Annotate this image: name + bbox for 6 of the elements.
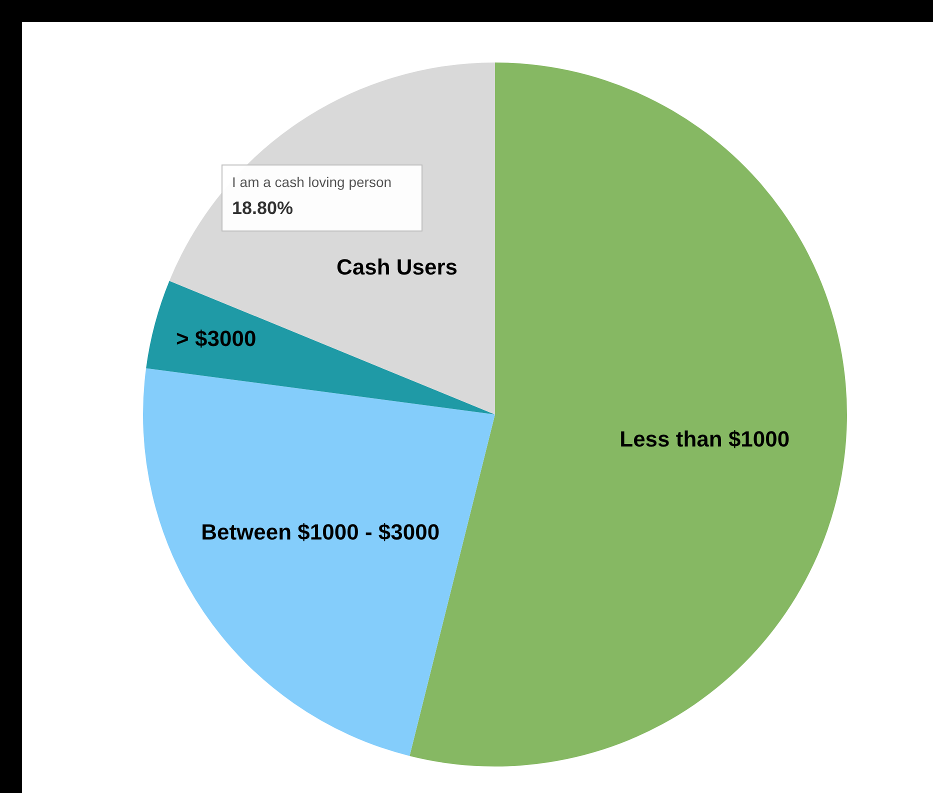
slice-label: Between $1000 - $3000 [201,519,440,544]
slice-label: Less than $1000 [620,426,790,452]
text: I am a cash loving person [232,174,392,190]
slice-label: Cash Users [336,254,458,280]
data-label: 18.80% [232,198,294,218]
slice-label: > $3000 [176,326,256,352]
